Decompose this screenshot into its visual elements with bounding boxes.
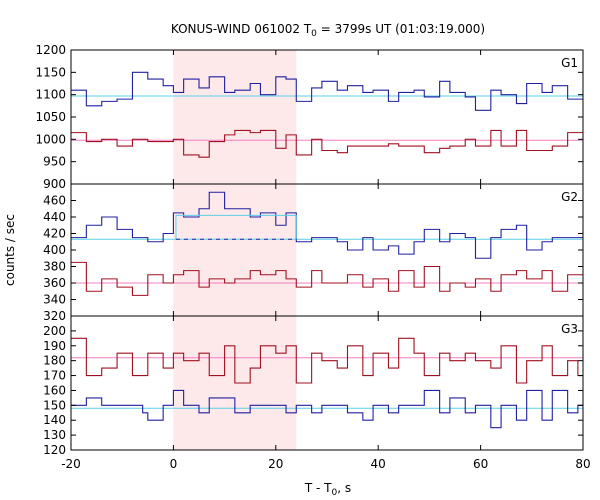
y-tick-label: 190: [43, 339, 66, 353]
panel-frame: [70, 183, 584, 317]
panel-g2: 320 340 360 380 400 420 440 460 G2: [43, 183, 584, 323]
burst-level-line: [175, 214, 297, 240]
x-tick-label: 60: [473, 457, 488, 471]
chart-title: KONUS-WIND 061002 T0 = 3799s UT (01:03:1…: [171, 22, 485, 39]
y-tick-label: 360: [43, 276, 66, 290]
y-tick-label: 180: [43, 354, 66, 368]
y-tick-label: 1050: [35, 110, 66, 124]
y-tick-label: 1100: [35, 88, 66, 102]
panels-group: 90095010001050110011501200G1320340360380…: [35, 43, 590, 471]
panel-label: G1: [561, 56, 578, 70]
step-series-red: [71, 261, 583, 296]
y-tick-label: 320: [43, 309, 66, 323]
y-tick-label: 460: [43, 194, 66, 208]
panel-g1: 900 950 1000 1050 1100 1150 1200 G1: [35, 43, 584, 191]
y-tick-label: 950: [43, 155, 66, 169]
panel-frame: [70, 315, 584, 451]
y-tick-label: 170: [43, 369, 66, 383]
x-tick-label: 40: [371, 457, 386, 471]
x-axis-label: T - T0, s: [304, 481, 351, 498]
step-series-red: [71, 129, 583, 158]
y-tick-label: 900: [43, 177, 66, 191]
y-tick-label: 380: [43, 260, 66, 274]
y-tick-label: 440: [43, 210, 66, 224]
y-axis-label: counts / sec: [3, 214, 17, 286]
y-tick-label: 420: [43, 227, 66, 241]
chart-title-rest: = 3799s UT (01:03:19.000): [317, 22, 485, 36]
x-tick-label: 20: [268, 457, 283, 471]
y-tick-label: 400: [43, 243, 66, 257]
chart-title-sub: 0: [311, 29, 317, 39]
y-tick-label: 150: [43, 398, 66, 412]
x-axis-label-rest: , s: [337, 481, 351, 495]
panel-frame: [70, 49, 584, 185]
y-tick-label: 120: [43, 443, 66, 457]
x-tick-label: 0: [170, 457, 178, 471]
y-tick-label: 1200: [35, 43, 66, 57]
step-series-blue: [71, 389, 583, 429]
step-series-red: [71, 337, 583, 384]
step-series-blue: [71, 191, 583, 259]
step-series-blue: [71, 71, 583, 111]
x-axis-label-main: T - T: [304, 481, 332, 495]
y-tick-label: 160: [43, 383, 66, 397]
burst-interval-shade: [173, 50, 297, 450]
x-axis-label-sub: 0: [332, 488, 338, 498]
panel-label: G3: [561, 322, 578, 336]
y-tick-label: 200: [43, 324, 66, 338]
x-tick-label: -20: [61, 457, 81, 471]
x-tick-label: 80: [575, 457, 590, 471]
panel-label: G2: [561, 190, 578, 204]
y-tick-label: 140: [43, 413, 66, 427]
y-tick-label: 130: [43, 428, 66, 442]
y-tick-label: 1000: [35, 132, 66, 146]
y-tick-label: 1150: [35, 65, 66, 79]
chart-title-main: KONUS-WIND 061002 T: [171, 22, 312, 36]
y-tick-label: 340: [43, 293, 66, 307]
